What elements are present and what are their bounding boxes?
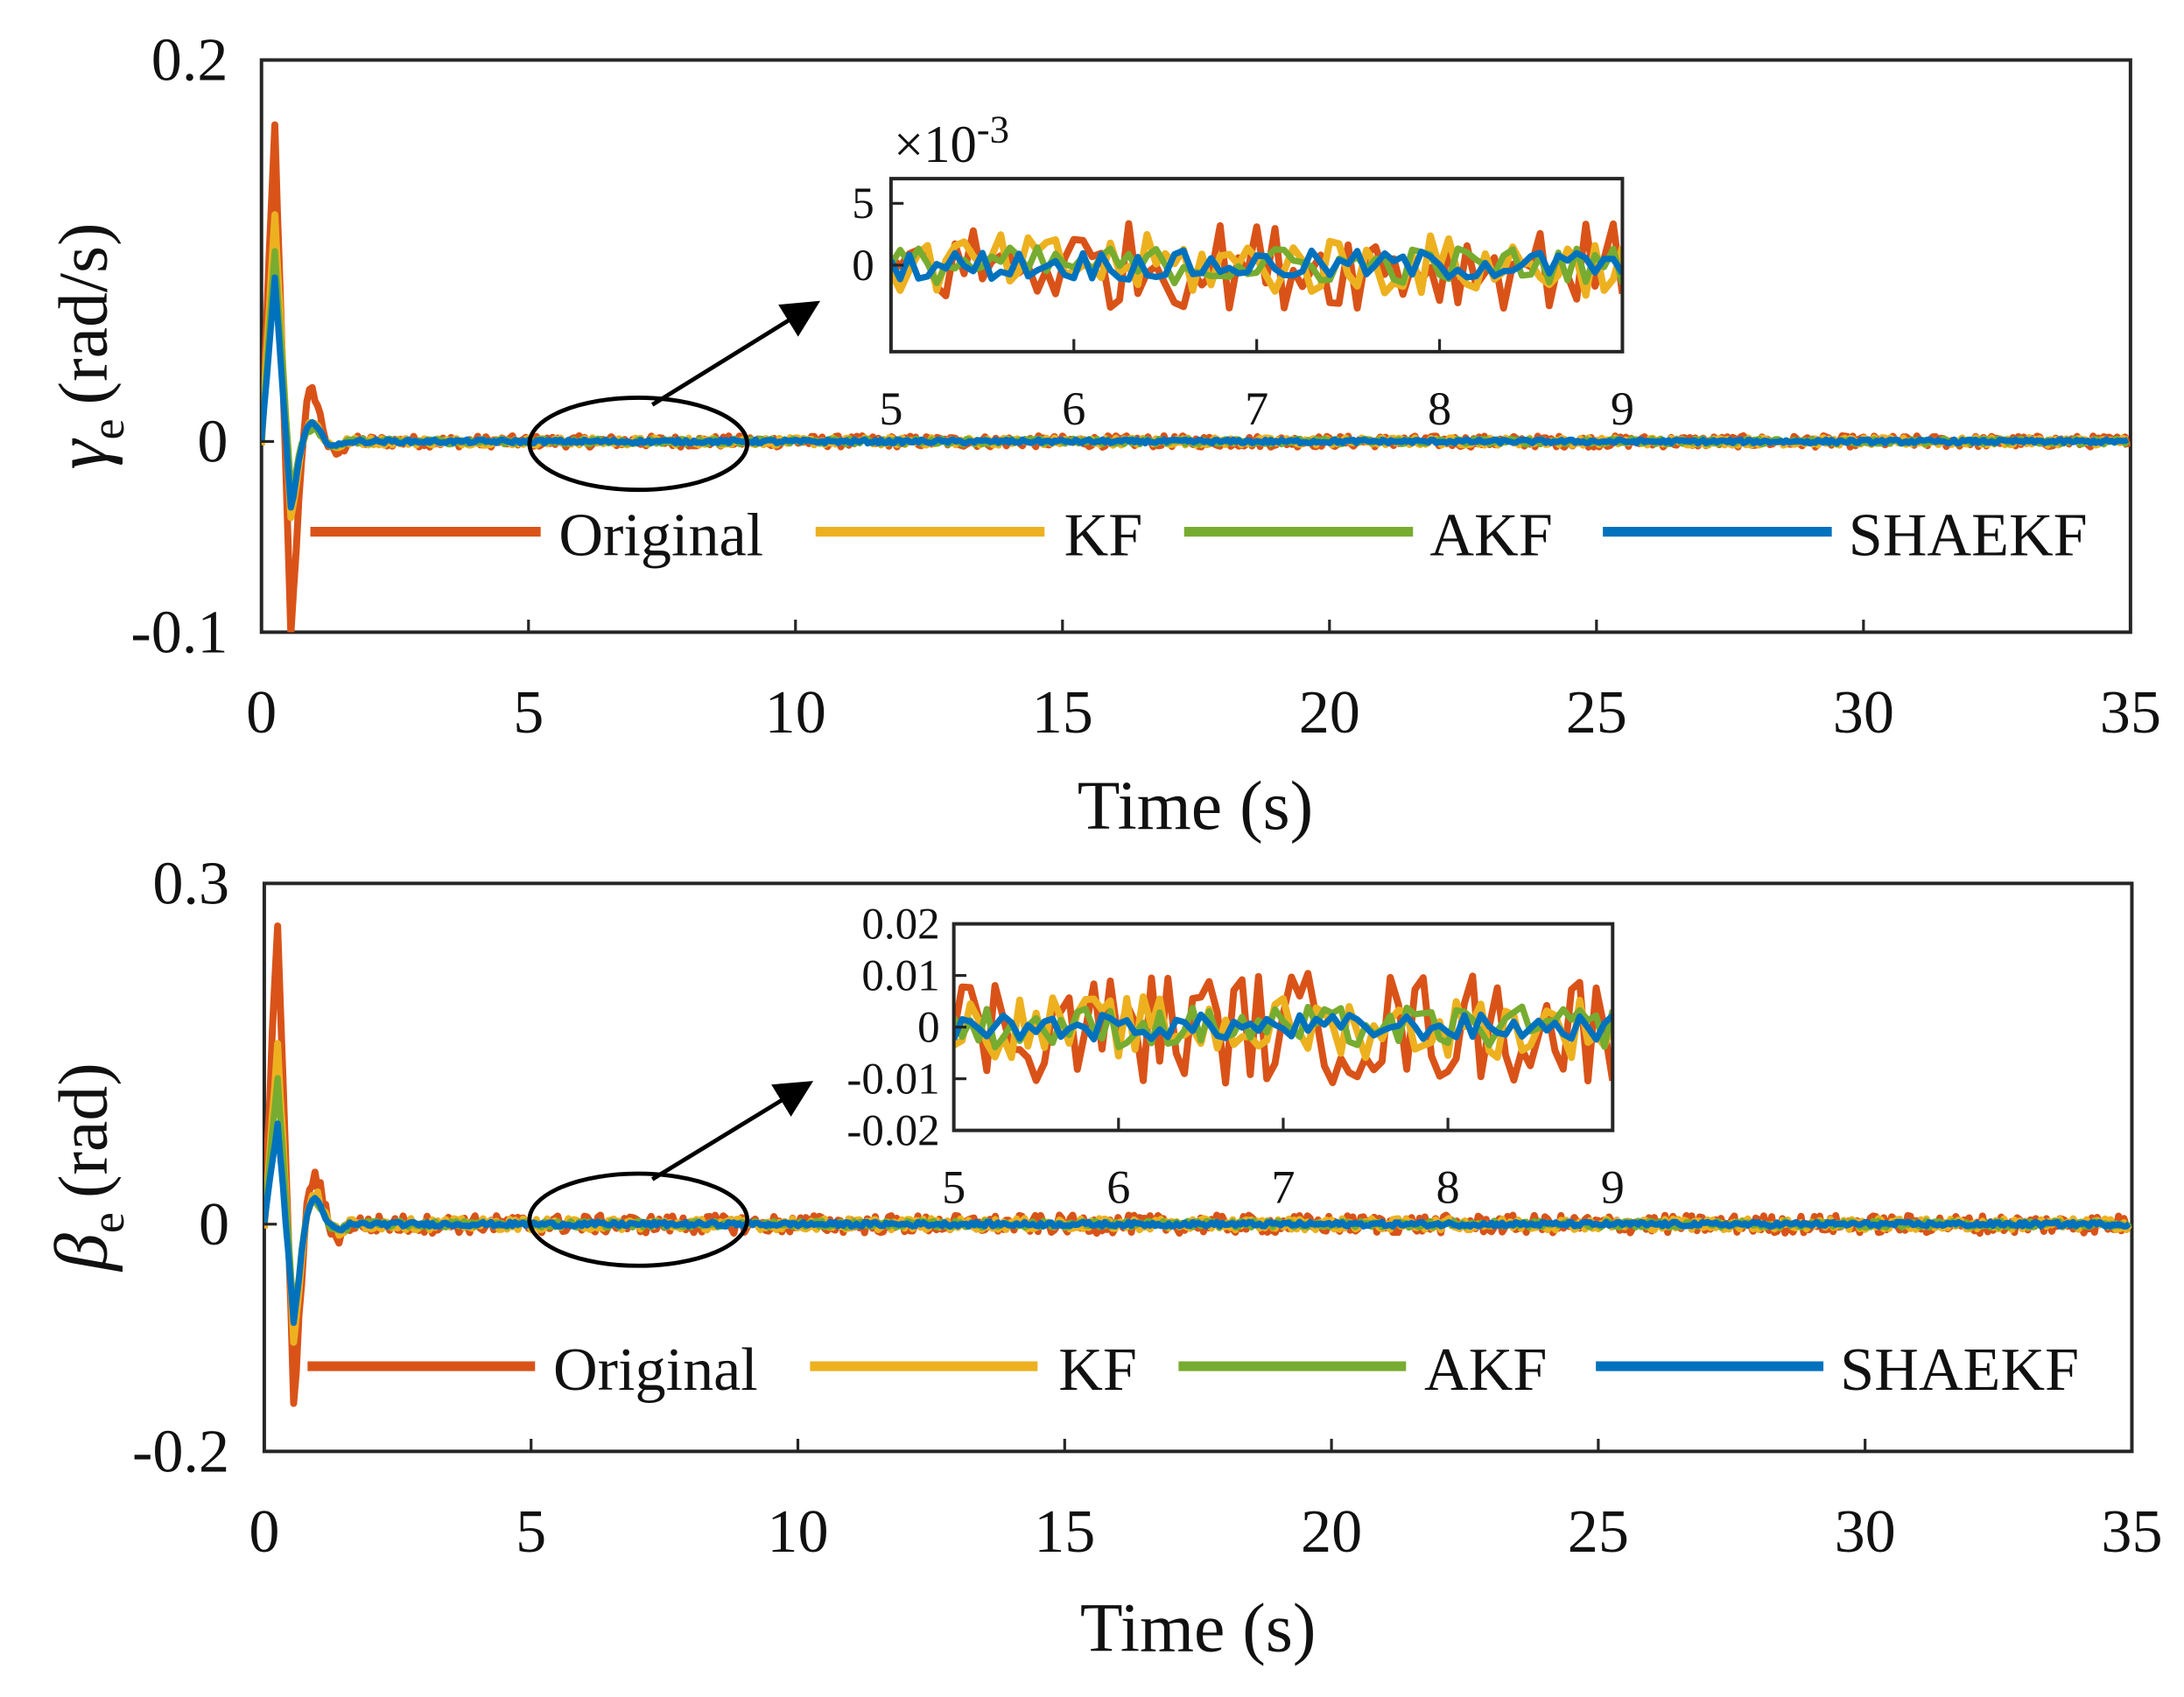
top-legend-label-shaekf: SHAEKF [1849, 501, 2088, 570]
bottom-series-group [263, 922, 2132, 1407]
top-inset-xtick-label-1: 6 [1062, 382, 1085, 435]
top-inset-series-group [890, 220, 1623, 312]
bottom-ylabel-unit: (rad) [46, 1062, 123, 1198]
bottom-chart: 0 5 10 15 20 25 30 35 -0.2 0 0.3 Time (s) βe (rad)… [39, 850, 2163, 1667]
top-ytick-label-2: 0.2 [151, 26, 228, 95]
top-xtick-label-4: 20 [1299, 678, 1360, 747]
bottom-xtick-label-3: 15 [1034, 1497, 1095, 1566]
top-y-axis-label: γe (rad/s) [39, 222, 134, 469]
top-xtick-label-2: 10 [765, 678, 826, 747]
bottom-y-axis-label: βe (rad) [39, 1062, 134, 1273]
top-legend: Original KF AKF SHAEKF [310, 501, 2088, 570]
top-legend-label-kf: KF [1064, 501, 1143, 570]
top-xtick-label-3: 15 [1032, 678, 1093, 747]
bottom-inset-ytick-label-3: -0.01 [846, 1055, 939, 1104]
top-x-axis-label: Time (s) [1078, 768, 1313, 845]
top-inset-ytick-label-1: 5 [852, 179, 874, 228]
top-inset-ytick-label-0: 0 [852, 242, 874, 291]
top-xtick-label-0: 0 [246, 678, 277, 747]
bottom-zoom-ellipse [527, 1171, 750, 1268]
bottom-yticks: -0.2 0 0.3 [132, 850, 277, 1486]
bottom-inset-ytick-label-2: 0 [917, 1003, 940, 1052]
bottom-inset-xticks: 5 6 7 8 9 [942, 1118, 1625, 1214]
bottom-zoom-arrow [650, 1081, 814, 1182]
bottom-xtick-label-5: 25 [1568, 1497, 1629, 1566]
bottom-ylabel-symbol: β [39, 1233, 123, 1273]
top-series-shaekf [261, 274, 2129, 511]
top-inset-exponent-base: ×10 [894, 116, 977, 174]
top-inset-exponent-power: -3 [977, 108, 1009, 151]
bottom-xtick-label-2: 10 [767, 1497, 828, 1566]
bottom-inset-ytick-label-1: 0.01 [861, 951, 939, 1000]
top-ylabel-symbol: γ [39, 438, 123, 469]
bottom-ytick-label-0: -0.2 [132, 1418, 229, 1486]
bottom-inset-xtick-label-3: 8 [1436, 1161, 1460, 1214]
bottom-inset-xtick-label-0: 5 [942, 1161, 966, 1214]
top-inset-xtick-label-3: 8 [1428, 382, 1451, 435]
top-xtick-label-1: 5 [513, 678, 544, 747]
top-legend-label-akf: AKF [1429, 501, 1552, 570]
bottom-inset-xtick-label-4: 9 [1601, 1161, 1625, 1214]
bottom-inset-ytick-label-4: -0.02 [846, 1106, 939, 1155]
bottom-ytick-label-2: 0.3 [152, 850, 229, 918]
bottom-xtick-label-1: 5 [516, 1497, 546, 1566]
bottom-legend-label-original: Original [553, 1336, 758, 1404]
top-xtick-label-6: 30 [1833, 678, 1894, 747]
bottom-inset-ytick-label-0: 0.02 [861, 900, 939, 949]
bottom-inset-xtick-label-2: 7 [1271, 1161, 1295, 1214]
top-inset-exponent: ×10-3 [894, 108, 1009, 174]
top-yticks: -0.1 0 0.2 [130, 26, 275, 666]
bottom-inset-xtick-label-1: 6 [1106, 1161, 1130, 1214]
bottom-inset-series-shaekf [953, 1011, 1613, 1043]
top-zoom-arrow [650, 300, 821, 407]
top-chart: 0 5 10 15 20 25 30 35 -0.100.2 Time (s) γe(rad/… [39, 26, 2161, 845]
bottom-xtick-label-7: 35 [2101, 1497, 2162, 1566]
top-ylabel-subscript: e [81, 418, 134, 439]
bottom-xtick-label-4: 20 [1301, 1497, 1362, 1566]
bottom-series-shaekf [263, 1120, 2131, 1327]
top-legend-label-original: Original [558, 501, 763, 570]
top-xticks: 0 5 10 15 20 25 30 35 [246, 619, 2161, 747]
bottom-ytick-label-1: 0 [199, 1190, 229, 1259]
top-xtick-label-7: 35 [2100, 678, 2161, 747]
bottom-inset-series-akf [953, 1003, 1613, 1051]
top-inset-xticks: 5 6 7 8 9 [879, 339, 1634, 435]
bottom-inset-series-group [953, 970, 1613, 1087]
top-xtick-label-5: 25 [1566, 678, 1627, 747]
bottom-xticks: 0 5 10 15 20 25 30 35 [249, 1439, 2163, 1566]
bottom-legend-label-akf: AKF [1424, 1336, 1547, 1404]
top-ytick-label-0: -0.1 [130, 598, 228, 666]
bottom-legend-label-shaekf: SHAEKF [1840, 1336, 2079, 1404]
bottom-xtick-label-6: 30 [1835, 1497, 1896, 1566]
top-inset-series-shaekf [890, 247, 1623, 283]
top-ytick-label-1: 0 [197, 408, 228, 476]
svg-text:γe(rad/s): γe (rad/s) [39, 222, 134, 469]
bottom-inset-yticks: 0.020.010-0.01-0.02 [846, 900, 966, 1155]
top-zoom-ellipse [527, 396, 750, 493]
top-series-group [261, 121, 2131, 633]
svg-text:βe(rad): βe (rad) [39, 1062, 134, 1273]
bottom-legend-label-kf: KF [1058, 1336, 1137, 1404]
top-inset-xtick-label-0: 5 [879, 382, 902, 435]
top-inset-yticks: 05 [852, 179, 904, 291]
bottom-xtick-label-0: 0 [249, 1497, 279, 1566]
top-inset-series-akf [890, 244, 1623, 287]
top-ylabel-unit: (rad/s) [46, 222, 123, 404]
bottom-inset: 5 6 7 8 9 0.020.010-0.01-0.02 [846, 900, 1624, 1213]
top-inset-xtick-label-2: 7 [1245, 382, 1268, 435]
top-axes-box [259, 58, 2132, 635]
top-inset-xtick-label-4: 9 [1611, 382, 1634, 435]
bottom-x-axis-label: Time (s) [1080, 1589, 1316, 1666]
bottom-legend: Original KF AKF SHAEKF [307, 1336, 2079, 1404]
bottom-ylabel-subscript: e [81, 1212, 134, 1233]
